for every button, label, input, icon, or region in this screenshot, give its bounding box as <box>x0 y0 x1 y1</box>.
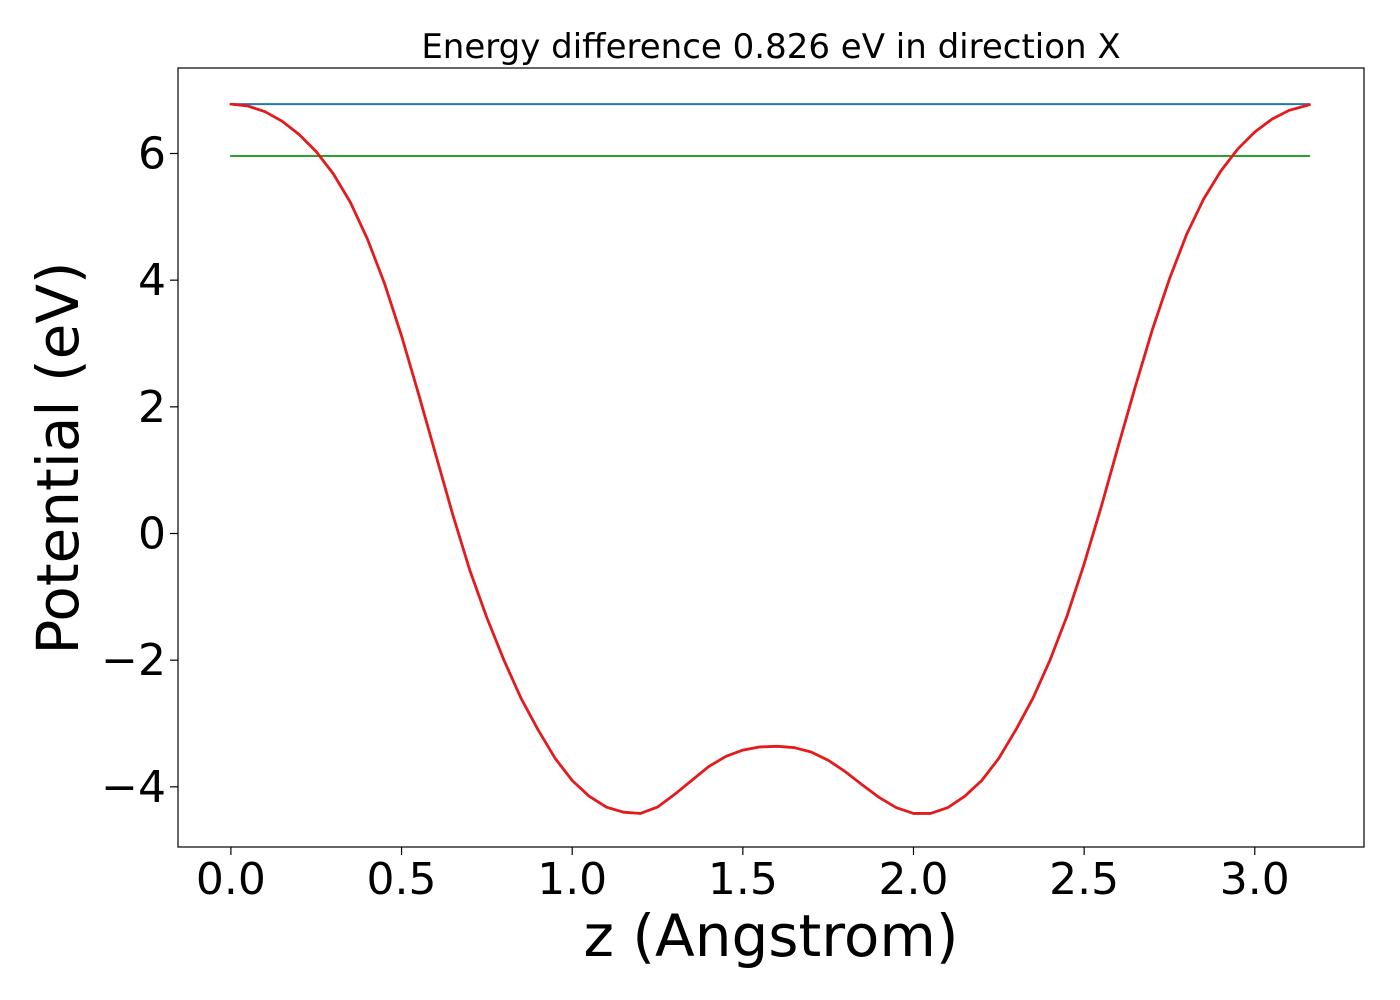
x-tick-label: 2.0 <box>878 854 948 905</box>
x-tick-label: 3.0 <box>1220 854 1290 905</box>
chart-title: Energy difference 0.826 eV in direction … <box>421 27 1120 67</box>
y-axis-label: Potential (eV) <box>24 261 92 654</box>
x-tick-label: 2.5 <box>1049 854 1119 905</box>
y-tick-label: 2 <box>138 382 166 433</box>
series-line-3 <box>229 102 1311 815</box>
y-tick-label: 0 <box>138 509 166 560</box>
plot-area <box>178 68 1364 847</box>
x-tick-label: 1.0 <box>537 854 607 905</box>
x-tick-label: 0.0 <box>196 854 266 905</box>
x-axis-label: z (Angstrom) <box>584 902 959 970</box>
x-axis-ticks: 0.0 0.5 1.0 1.5 2.0 2.5 3.0 <box>196 847 1290 905</box>
y-tick-label: 4 <box>138 255 166 306</box>
y-tick-label: −2 <box>101 635 166 686</box>
y-tick-label: −4 <box>101 762 166 813</box>
x-tick-label: 1.5 <box>708 854 778 905</box>
plot-frame <box>177 67 1365 848</box>
y-axis-ticks: −4 −2 0 2 4 6 <box>101 129 178 813</box>
series-layer <box>229 102 1311 815</box>
y-tick-label: 6 <box>138 129 166 180</box>
x-tick-label: 0.5 <box>367 854 437 905</box>
